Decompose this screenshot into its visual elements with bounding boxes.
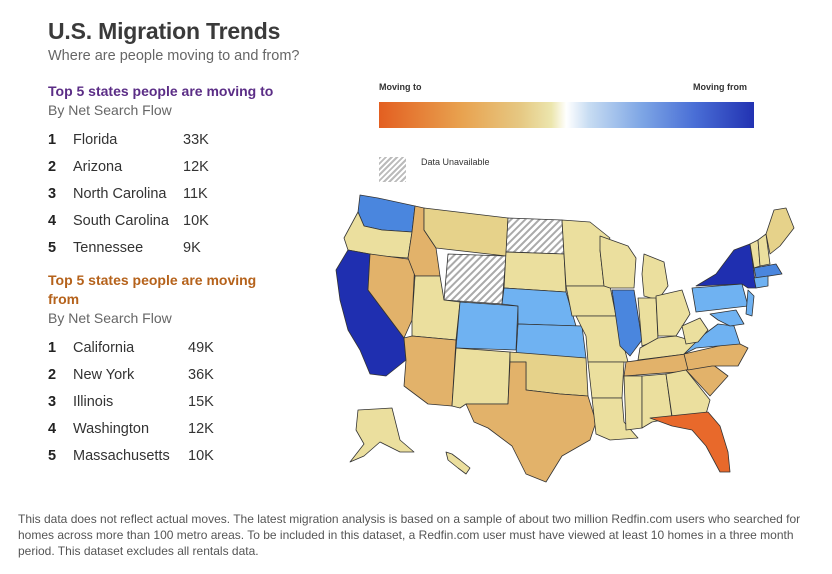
rank-number: 5 bbox=[48, 447, 57, 464]
state-georgia bbox=[665, 369, 711, 417]
rank-number: 1 bbox=[48, 339, 57, 356]
state-north-dakota bbox=[505, 217, 565, 255]
rank-value: 12K bbox=[188, 420, 214, 437]
moving-to-list: 1 Florida 33K 2 Arizona 12K 3 North Caro… bbox=[48, 126, 298, 261]
moving-from-heading: Top 5 states people are moving from bbox=[48, 272, 257, 307]
moving-from-section: Top 5 states people are moving from By N… bbox=[48, 271, 278, 469]
rank-number: 5 bbox=[48, 239, 57, 256]
state-indiana bbox=[637, 297, 659, 347]
state-south-dakota bbox=[503, 251, 567, 293]
list-item: 5 Tennessee 9K bbox=[48, 234, 298, 261]
moving-to-heading: Top 5 states people are moving to bbox=[48, 83, 274, 99]
data-unavailable-label: Data Unavailable bbox=[421, 157, 490, 167]
state-colorado bbox=[455, 301, 519, 351]
moving-to-subheading: By Net Search Flow bbox=[48, 102, 172, 118]
state-new-mexico bbox=[451, 347, 511, 409]
rank-number: 1 bbox=[48, 131, 57, 148]
rank-number: 3 bbox=[48, 185, 57, 202]
us-state-map bbox=[335, 194, 795, 483]
state-arizona bbox=[403, 335, 457, 407]
list-item: 3 North Carolina 11K bbox=[48, 180, 298, 207]
rank-state: New York bbox=[73, 366, 135, 383]
state-maine bbox=[765, 207, 795, 255]
footer-disclaimer: This data does not reflect actual moves.… bbox=[18, 512, 801, 558]
rank-state: Tennessee bbox=[73, 239, 144, 256]
rank-number: 4 bbox=[48, 420, 57, 437]
page-title: U.S. Migration Trends bbox=[48, 18, 281, 44]
rank-number: 2 bbox=[48, 366, 57, 383]
rank-number: 4 bbox=[48, 212, 57, 229]
state-iowa bbox=[565, 285, 617, 317]
state-maryland bbox=[709, 309, 745, 327]
state-texas bbox=[465, 361, 597, 483]
rank-number: 2 bbox=[48, 158, 57, 175]
rank-value: 10K bbox=[183, 212, 209, 229]
rank-value: 9K bbox=[183, 239, 201, 256]
rank-value: 12K bbox=[183, 158, 209, 175]
list-item: 3 Illinois 15K bbox=[48, 388, 278, 415]
state-massachusetts bbox=[753, 263, 783, 279]
rank-value: 49K bbox=[188, 339, 214, 356]
legend-moving-from-label: Moving from bbox=[693, 82, 747, 92]
state-hawaii bbox=[445, 451, 471, 475]
state-mississippi bbox=[623, 375, 643, 431]
state-west-virginia bbox=[681, 317, 709, 345]
legend-moving-to-label: Moving to bbox=[379, 82, 422, 92]
state-new-york bbox=[695, 243, 757, 289]
state-montana bbox=[423, 207, 509, 257]
state-connecticut bbox=[753, 275, 769, 289]
rank-state: Illinois bbox=[73, 393, 114, 410]
list-item: 4 Washington 12K bbox=[48, 415, 278, 442]
state-arkansas bbox=[587, 361, 625, 399]
state-wisconsin bbox=[599, 235, 637, 289]
state-alaska bbox=[349, 407, 415, 463]
page-subtitle: Where are people moving to and from? bbox=[48, 48, 300, 64]
list-item: 1 California 49K bbox=[48, 334, 278, 361]
list-item: 4 South Carolina 10K bbox=[48, 207, 298, 234]
rank-state: North Carolina bbox=[73, 185, 167, 202]
state-pennsylvania bbox=[691, 283, 749, 313]
rank-state: Florida bbox=[73, 131, 118, 148]
list-item: 2 New York 36K bbox=[48, 361, 278, 388]
data-unavailable-swatch bbox=[379, 157, 406, 182]
rank-value: 36K bbox=[188, 366, 214, 383]
state-michigan bbox=[641, 253, 669, 301]
list-item: 5 Massachusetts 10K bbox=[48, 442, 278, 469]
list-item: 1 Florida 33K bbox=[48, 126, 298, 153]
state-new-jersey bbox=[745, 289, 755, 317]
moving-from-list: 1 California 49K 2 New York 36K 3 Illino… bbox=[48, 334, 278, 469]
state-illinois bbox=[611, 289, 643, 357]
rank-state: California bbox=[73, 339, 135, 356]
rank-value: 15K bbox=[188, 393, 214, 410]
state-ohio bbox=[655, 289, 691, 337]
state-wyoming bbox=[443, 253, 507, 305]
state-nevada bbox=[367, 253, 416, 339]
state-florida bbox=[649, 411, 731, 473]
rank-state: Arizona bbox=[73, 158, 123, 175]
rank-state: Washington bbox=[73, 420, 150, 437]
rank-state: Massachusetts bbox=[73, 447, 170, 464]
rank-value: 33K bbox=[183, 131, 209, 148]
moving-to-section: Top 5 states people are moving to By Net… bbox=[48, 82, 298, 261]
list-item: 2 Arizona 12K bbox=[48, 153, 298, 180]
rank-state: South Carolina bbox=[73, 212, 169, 229]
legend-color-scale bbox=[379, 102, 754, 128]
rank-number: 3 bbox=[48, 393, 57, 410]
moving-from-subheading: By Net Search Flow bbox=[48, 310, 172, 326]
state-kansas bbox=[515, 323, 587, 359]
rank-value: 10K bbox=[188, 447, 214, 464]
rank-value: 11K bbox=[183, 185, 208, 202]
state-new-hampshire bbox=[757, 233, 771, 267]
